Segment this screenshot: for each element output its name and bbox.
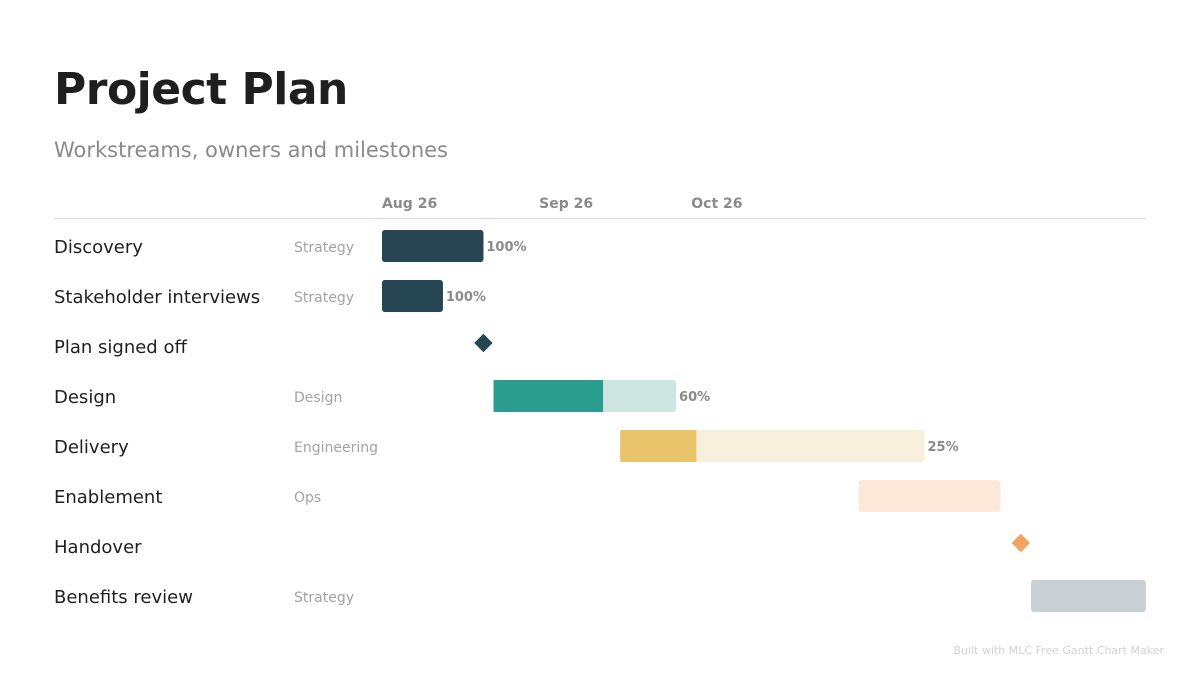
task-progress-label: 100% bbox=[446, 290, 486, 305]
task-name: Plan signed off bbox=[54, 337, 187, 358]
task-progress-label: 100% bbox=[486, 240, 526, 255]
task-name: Enablement bbox=[54, 487, 162, 508]
milestone-marker bbox=[1011, 533, 1031, 553]
task-bar-progress bbox=[620, 430, 697, 462]
task-progress-label: 60% bbox=[679, 390, 710, 405]
task-name: Delivery bbox=[54, 437, 129, 458]
task-name: Discovery bbox=[54, 237, 143, 258]
task-owner: Strategy bbox=[294, 290, 354, 306]
page-subtitle: Workstreams, owners and milestones bbox=[54, 138, 448, 162]
task-name: Design bbox=[54, 387, 116, 408]
task-bar-progress-cap bbox=[620, 430, 627, 462]
task-name: Benefits review bbox=[54, 587, 193, 608]
task-name: Handover bbox=[54, 537, 142, 558]
task-owner: Strategy bbox=[294, 240, 354, 256]
task-bar-progress bbox=[382, 230, 484, 262]
task-bar-track bbox=[1030, 580, 1146, 612]
axis-tick-label: Aug 26 bbox=[382, 196, 437, 212]
task-owner: Strategy bbox=[294, 590, 354, 606]
axis-tick-label: Sep 26 bbox=[539, 196, 593, 212]
task-bar-progress-cap bbox=[493, 380, 500, 412]
task-bar-track bbox=[858, 480, 1001, 512]
task-bar-progress bbox=[382, 280, 443, 312]
task-owner: Engineering bbox=[294, 440, 378, 456]
footer-credit: Built with MLC Free Gantt Chart Maker bbox=[953, 644, 1165, 657]
axis-tick-label: Oct 26 bbox=[691, 196, 742, 212]
task-name: Stakeholder interviews bbox=[54, 287, 260, 308]
task-progress-label: 25% bbox=[927, 440, 958, 455]
task-owner: Design bbox=[294, 390, 342, 406]
page-title: Project Plan bbox=[54, 64, 348, 115]
task-owner: Ops bbox=[294, 490, 321, 506]
task-bar-progress bbox=[493, 380, 604, 412]
milestone-marker bbox=[474, 333, 493, 353]
